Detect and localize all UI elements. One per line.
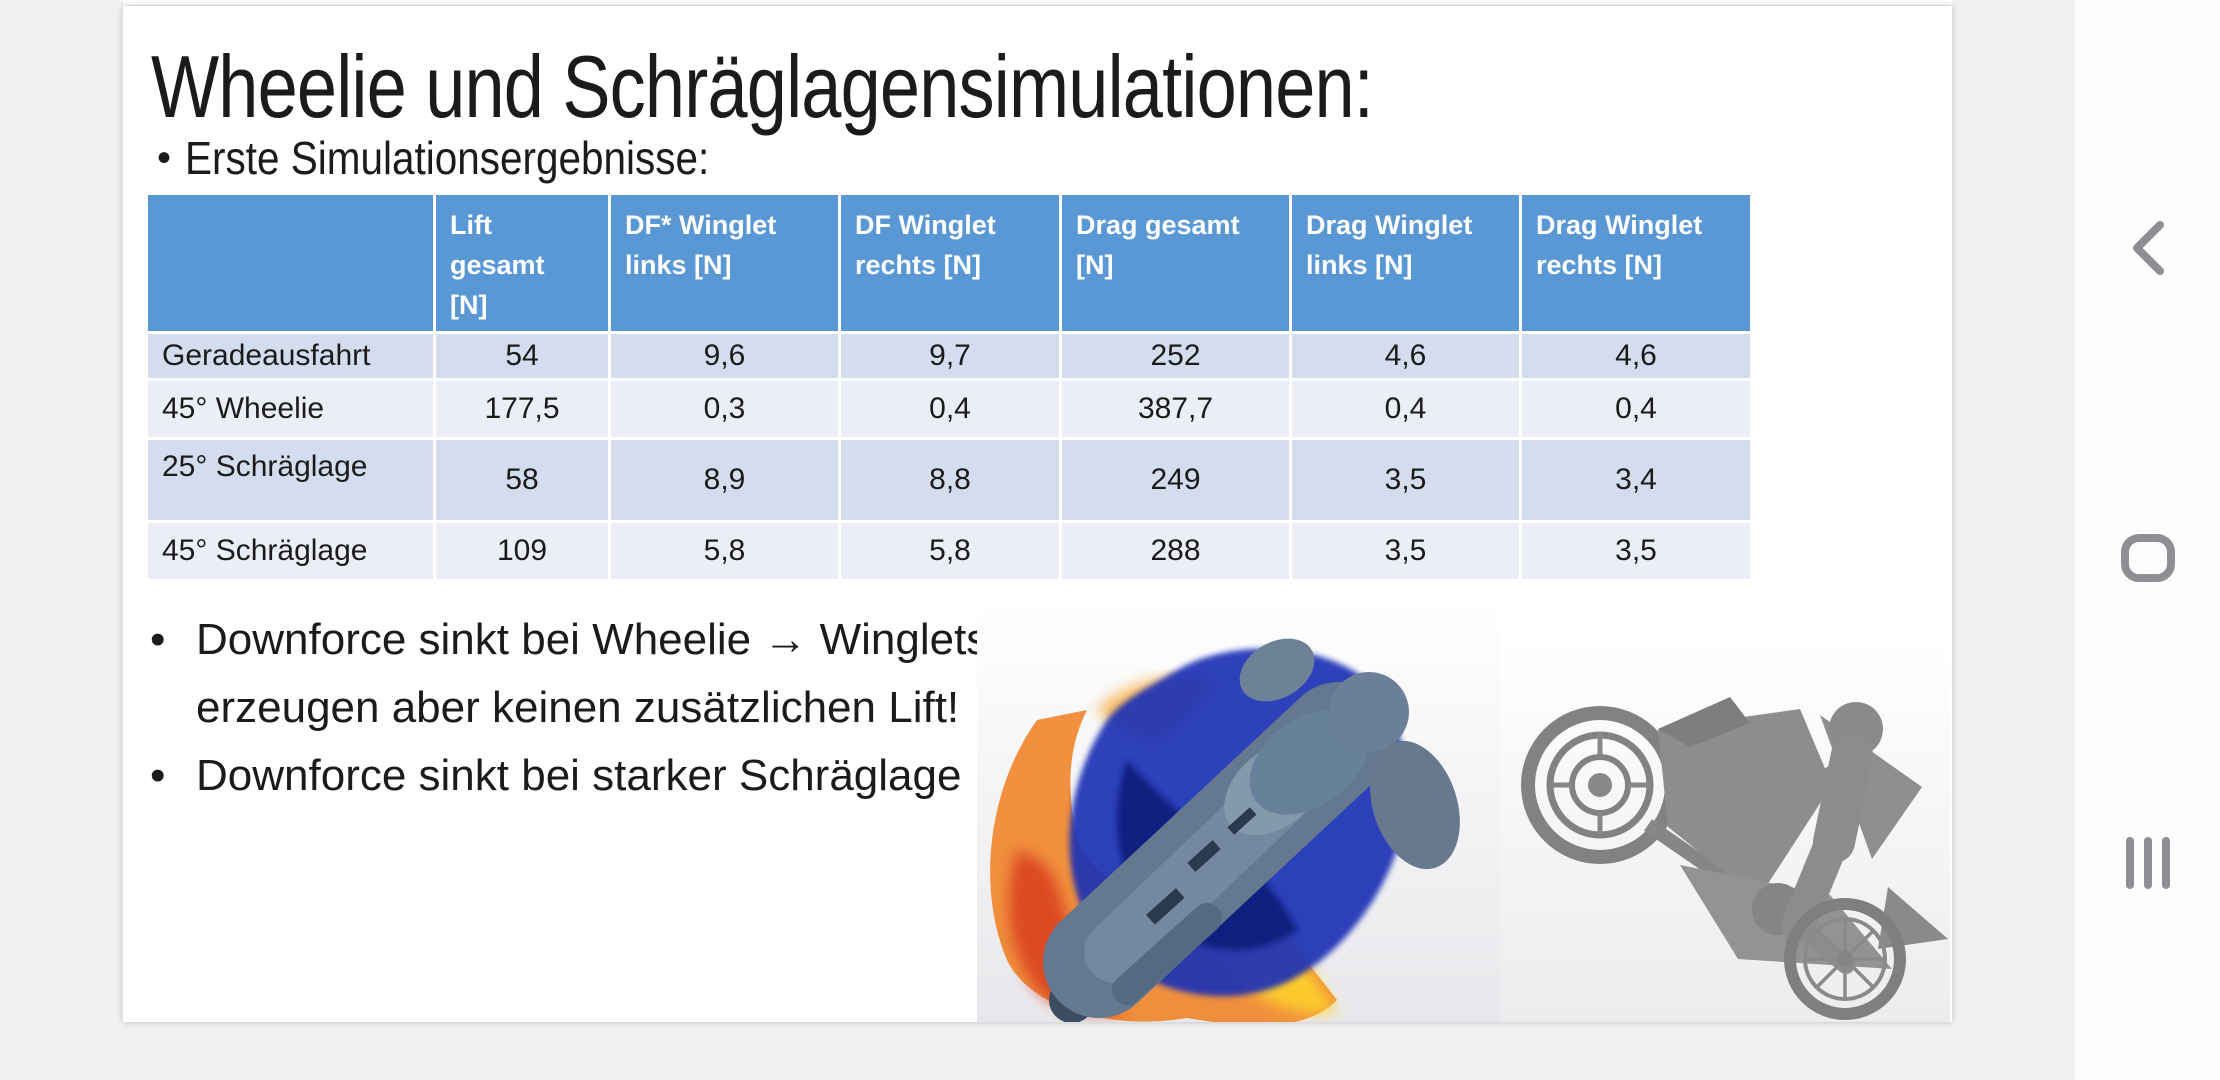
home-squircle-icon	[2120, 533, 2176, 588]
wheelie-render-image	[1500, 637, 1950, 1022]
simulation-results-table: Lift gesamt [N] DF* Winglet links [N] DF…	[145, 192, 1753, 582]
android-navigation-bar	[2075, 0, 2220, 1080]
intro-bullet-text: Erste Simulationsergebnisse:	[185, 132, 710, 184]
bullet-marker: •	[157, 136, 172, 180]
slide-title-text: Wheelie und Schräglagensimulationen:	[151, 37, 1374, 136]
cfd-simulation-image	[977, 600, 1500, 1022]
header-drag-winglet-links: Drag Winglet links [N]	[1292, 195, 1519, 331]
header-empty	[148, 195, 433, 331]
back-chevron-icon	[2131, 220, 2165, 281]
conclusion-bullets: • Downforce sinkt bei Wheelie → Winglets…	[150, 606, 988, 810]
table-row-25-schraeglage: 25° Schräglage 58 8,9 8,8 249 3,5 3,4	[148, 440, 1750, 520]
intro-bullet: • Erste Simulationsergebnisse:	[157, 130, 781, 186]
bullet-marker: •	[150, 751, 166, 800]
header-df-winglet-links: DF* Winglet links [N]	[611, 195, 838, 331]
header-drag-gesamt: Drag gesamt [N]	[1062, 195, 1289, 331]
slide-title: Wheelie und Schräglagensimulationen:	[151, 34, 1641, 140]
header-df-winglet-rechts: DF Winglet rechts [N]	[841, 195, 1059, 331]
recents-bars-icon	[2124, 835, 2172, 896]
recents-button[interactable]	[2075, 805, 2220, 925]
table-header-row: Lift gesamt [N] DF* Winglet links [N] DF…	[148, 195, 1750, 331]
bullet-downforce-schraeglage: • Downforce sinkt bei starker Schräglage	[150, 742, 988, 810]
table-row-45-wheelie: 45° Wheelie 177,5 0,3 0,4 387,7 0,4 0,4	[148, 381, 1750, 437]
previous-slide-edge	[123, 0, 1952, 5]
table-row-45-schraeglage: 45° Schräglage 109 5,8 5,8 288 3,5 3,5	[148, 523, 1750, 579]
bullet-marker: •	[150, 615, 166, 664]
header-drag-winglet-rechts: Drag Winglet rechts [N]	[1522, 195, 1750, 331]
home-button[interactable]	[2075, 500, 2220, 620]
presentation-slide[interactable]: Wheelie und Schräglagensimulationen: • Er…	[123, 6, 1952, 1022]
back-button[interactable]	[2075, 190, 2220, 310]
bullet-downforce-wheelie: • Downforce sinkt bei Wheelie → Winglets…	[150, 606, 988, 742]
header-lift-gesamt: Lift gesamt [N]	[436, 195, 608, 331]
table-row-geradeausfahrt: Geradeausfahrt 54 9,6 9,7 252 4,6 4,6	[148, 334, 1750, 378]
